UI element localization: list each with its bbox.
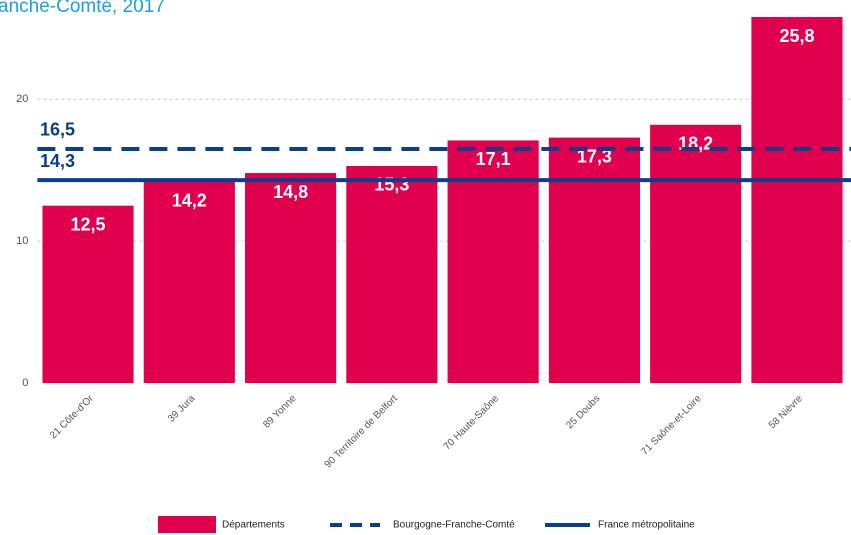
data-label: 12,5	[71, 214, 106, 234]
data-label: 17,3	[577, 146, 612, 166]
data-label: 14,2	[172, 190, 207, 210]
data-label: 15,3	[374, 175, 409, 195]
legend-label: Départements	[222, 520, 285, 531]
bar	[143, 181, 235, 383]
y-tick-label: 0	[22, 377, 28, 389]
x-tick-label: 70 Haute-Saône	[442, 393, 502, 453]
bar	[548, 137, 640, 383]
x-tick-label: 71 Saône-et-Loire	[639, 393, 704, 458]
bar	[42, 205, 134, 383]
x-tick-label: 21 Côte-d'Or	[48, 393, 97, 442]
x-tick-label: 90 Territoire de Belfort	[323, 393, 400, 470]
y-tick-label: 10	[16, 235, 28, 247]
legend-swatch	[158, 516, 216, 533]
reference-label: 16,5	[40, 120, 75, 140]
bar	[245, 173, 337, 383]
legend-label: Bourgogne-Franche-Comté	[393, 520, 515, 531]
x-tick-label: 58 Nièvre	[767, 393, 805, 431]
bar	[447, 140, 539, 383]
reference-label: 14,3	[40, 151, 75, 171]
x-tick-label: 25 Doubs	[564, 393, 602, 431]
bar	[650, 124, 742, 384]
x-tick-label: 89 Yonne	[261, 393, 299, 431]
x-tick-label: 39 Jura	[166, 393, 198, 425]
legend-label: France métropolitaine	[598, 520, 695, 531]
chart-title: anche-Comté, 2017	[0, 0, 165, 17]
data-label: 14,8	[273, 182, 308, 202]
y-tick-label: 20	[16, 93, 28, 105]
data-label: 25,8	[779, 26, 814, 46]
data-label: 17,1	[476, 149, 511, 169]
bar	[346, 165, 438, 383]
bar	[751, 17, 843, 384]
